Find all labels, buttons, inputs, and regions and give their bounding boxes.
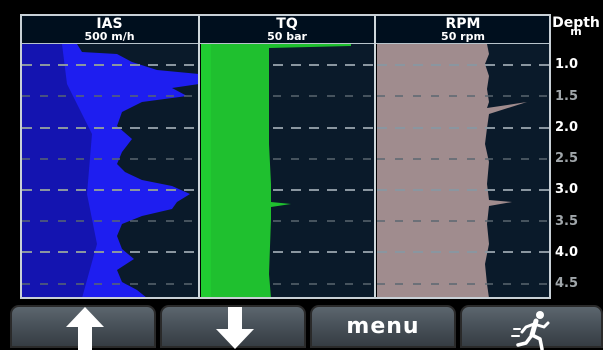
depth-tick: 1.5 <box>555 89 579 104</box>
tq-track-header: TQ 50 bar <box>199 14 375 44</box>
tq-trace <box>201 44 375 298</box>
scroll-up-button[interactable] <box>10 305 156 350</box>
exit-button[interactable] <box>460 305 603 350</box>
ias-title: IAS <box>96 16 123 32</box>
depth-title: Depth <box>552 15 600 31</box>
running-exit-icon <box>511 311 550 350</box>
depth-tick: 1.0 <box>555 57 579 72</box>
depth-tick: 2.5 <box>555 151 579 166</box>
depth-tick: 3.5 <box>555 214 579 229</box>
rpm-track-header: RPM 50 rpm <box>375 14 551 44</box>
ias-trace <box>22 44 199 298</box>
depth-tick: 4.0 <box>555 245 579 260</box>
scroll-down-button[interactable] <box>160 305 306 349</box>
rpm-track <box>377 44 551 298</box>
tq-title: TQ <box>276 16 298 32</box>
arrow-down-icon <box>216 307 254 349</box>
track-divider <box>198 14 200 299</box>
menu-label: menu <box>346 314 420 339</box>
rpm-title: RPM <box>445 16 481 32</box>
ias-unit: 500 m/h <box>84 30 135 43</box>
ias-track <box>22 44 199 298</box>
track-divider <box>374 14 376 299</box>
tq-track <box>201 44 375 298</box>
ias-track-header: IAS 500 m/h <box>20 14 199 44</box>
rpm-trace <box>377 44 551 298</box>
arrow-up-icon <box>66 307 104 350</box>
depth-tick: 4.5 <box>555 276 579 291</box>
rpm-unit: 50 rpm <box>441 30 485 43</box>
tq-unit: 50 bar <box>267 30 307 43</box>
depth-header: Depth m <box>549 15 603 38</box>
depth-scale: 1.0 1.5 2.0 2.5 3.0 3.5 4.0 4.5 <box>551 44 603 298</box>
depth-tick: 2.0 <box>555 120 579 135</box>
menu-button[interactable]: menu <box>310 305 456 348</box>
depth-unit: m <box>570 25 582 38</box>
depth-tick: 3.0 <box>555 182 579 197</box>
